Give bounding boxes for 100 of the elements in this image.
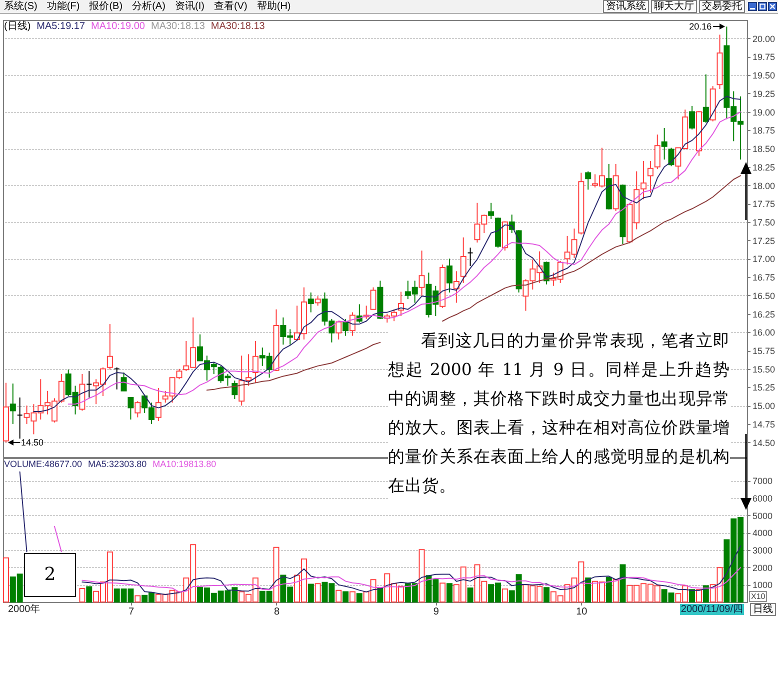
bar: [544, 587, 550, 602]
y-tick-label: 17.50: [752, 217, 776, 228]
candlestick: [120, 372, 127, 392]
y-tick-label: 16.75: [752, 272, 776, 283]
y-tick-label: 15.00: [752, 401, 776, 412]
bar: [612, 579, 619, 602]
y-tick-label: 7000: [752, 476, 773, 486]
candlestick: [134, 400, 141, 418]
candlestick: [370, 286, 376, 310]
candlestick: [86, 370, 92, 398]
y-tick-label: 19.00: [752, 107, 776, 118]
y-tick-label: 2000: [752, 562, 773, 573]
candlestick: [155, 387, 162, 422]
y-tick-label: 15.50: [752, 364, 776, 374]
x-tick-label: 8: [274, 606, 280, 618]
candlestick: [647, 160, 654, 194]
bar: [606, 576, 612, 602]
bar: [696, 589, 702, 602]
candlestick: [689, 105, 696, 130]
y-tick-label: 20.00: [752, 34, 776, 44]
x-tick-label: 7: [128, 606, 134, 618]
y-tick-label: 14.75: [752, 419, 776, 430]
annotation: 看到这几日的力量价异常表现，笔者立即想起 2000 年 11 月 9 日。同样是上升趋势中的调整，其价格下跌时成交力量也出现异常的放大。图表上看，这种在相对高位价跌量增的量价关系在表面上给人的感觉明显的是机构在出货。: [388, 326, 730, 502]
y-tick-label: 14.50: [752, 438, 776, 448]
candlestick: [446, 258, 452, 293]
annotation: (日线): [4, 21, 31, 32]
candlestick: [128, 397, 134, 420]
bar: [79, 588, 86, 602]
y-tick-label: 3000: [752, 545, 773, 556]
candlestick: [16, 397, 23, 440]
y-tick-label: 16.25: [752, 309, 776, 320]
bar: [308, 584, 314, 602]
candlestick: [702, 74, 709, 124]
date-box: 2000/11/09/四: [680, 604, 744, 615]
candlestick: [336, 320, 342, 340]
bar: [440, 582, 446, 602]
y-tick-label: 15.75: [752, 346, 776, 356]
y-tick-label: 19.50: [752, 70, 776, 81]
y-tick-label: 15.25: [752, 382, 776, 393]
bar: [377, 588, 384, 602]
x-tick-label: 10: [576, 606, 588, 618]
bar: [620, 564, 626, 602]
annotation: VOLUME:48677.00: [4, 459, 82, 469]
annotation: MA30:18.13: [150, 21, 205, 32]
candlestick: [585, 170, 592, 190]
candlestick: [238, 355, 245, 406]
button: 资讯系统: [603, 0, 649, 13]
y-tick-label: 17.25: [752, 236, 776, 246]
label-box: 2: [24, 553, 76, 597]
candlestick: [314, 296, 321, 306]
bar: [356, 593, 362, 602]
button: 日线: [750, 603, 776, 616]
text: 2000年: [8, 604, 40, 615]
candlestick: [232, 380, 238, 400]
y-tick-label: 19.75: [752, 52, 776, 62]
text: MA5:32303.80: [88, 459, 147, 469]
bar: [418, 549, 425, 602]
text: MA10:19813.80: [152, 459, 216, 469]
y-tick-label: 18.50: [752, 144, 776, 154]
text: 系统(S) 功能(F) 报价(B) 分析(A) 资讯(I) 查看(V) 帮助(H): [4, 0, 291, 13]
bar: [446, 583, 452, 602]
y-tick-label: 16.50: [752, 290, 776, 301]
candlestick: [252, 340, 258, 384]
candlestick: [418, 250, 425, 297]
y-tick-label: 19.25: [752, 88, 776, 99]
y-tick-label: 17.75: [752, 199, 776, 210]
candlestick: [114, 366, 120, 390]
bar: [349, 591, 356, 602]
candlestick: [342, 318, 349, 336]
text: MA5:19.17: [36, 21, 86, 32]
y-tick-label: 6000: [752, 493, 773, 504]
y-tick-label: 17.00: [752, 254, 776, 264]
y-tick-label: 18.00: [752, 180, 776, 191]
x-tick-label: 9: [433, 606, 440, 618]
bar: [689, 589, 696, 602]
bar: [342, 591, 349, 602]
text: MA30:18.13: [210, 21, 265, 32]
candlestick: [668, 147, 674, 167]
candlestick: [10, 383, 16, 424]
bar: [134, 595, 141, 602]
y-tick-label: 1000: [752, 580, 773, 590]
y-tick-label: 18.25: [752, 162, 776, 172]
bar: [86, 586, 92, 602]
annotation: 14.50: [20, 437, 44, 448]
bar: [467, 587, 474, 602]
candlestick: [488, 202, 494, 220]
y-tick-label: 18.75: [752, 126, 776, 136]
annotation: 20.16: [689, 22, 712, 32]
candlestick: [106, 324, 113, 370]
candlestick: [308, 292, 314, 313]
bar: [2, 557, 9, 602]
candlestick: [246, 354, 252, 386]
candlestick: [453, 270, 460, 304]
bar: [336, 590, 342, 602]
bar: [585, 578, 592, 602]
bar: [273, 546, 280, 602]
candlestick: [661, 127, 668, 160]
text: MA10:19.00: [91, 21, 145, 32]
bar: [314, 583, 321, 602]
y-tick-label: 16.00: [752, 328, 776, 338]
